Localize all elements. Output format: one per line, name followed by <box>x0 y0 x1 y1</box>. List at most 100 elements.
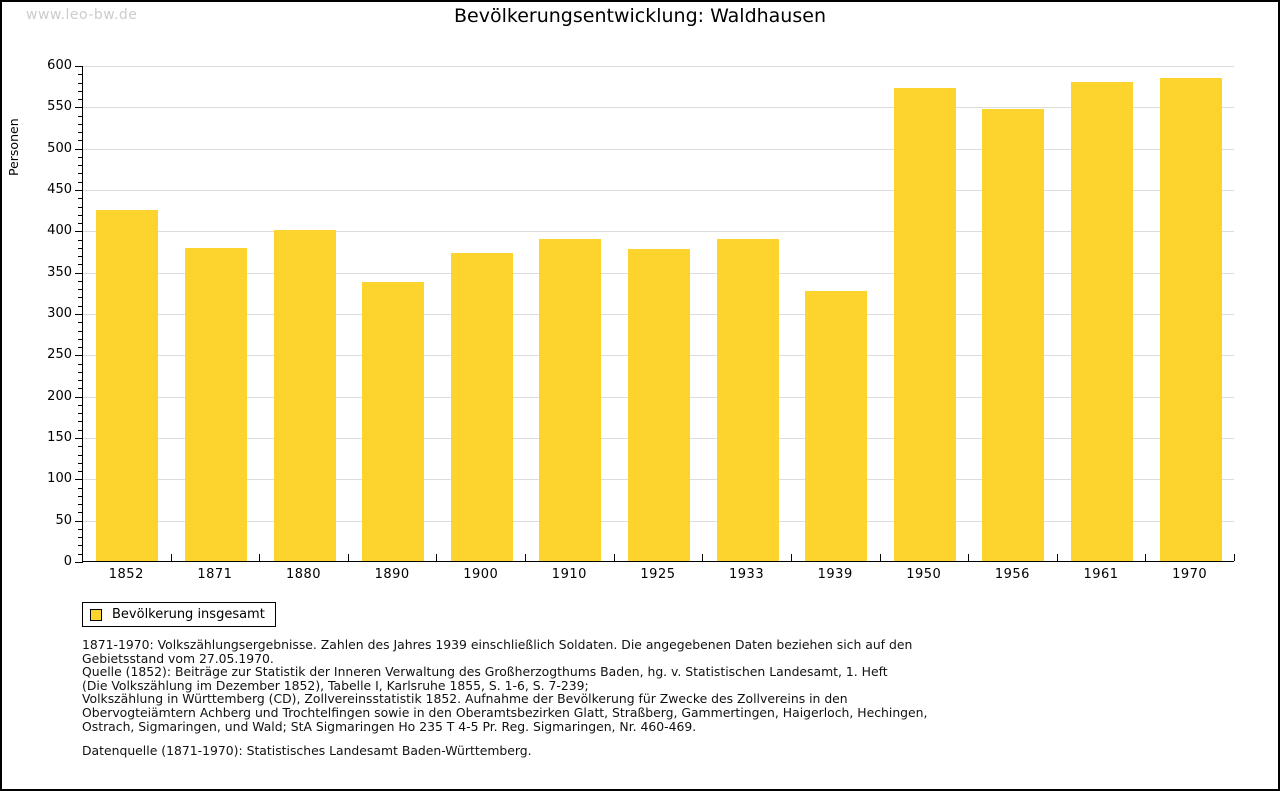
y-axis-minor-tick <box>78 446 83 448</box>
y-axis-tick-label: 500 <box>47 140 72 156</box>
y-axis-minor-tick <box>78 247 83 249</box>
legend: Bevölkerung insgesamt <box>82 602 276 627</box>
y-axis-minor-tick <box>78 322 83 324</box>
y-axis-major-tick <box>75 396 83 398</box>
legend-swatch <box>90 608 102 621</box>
site-watermark: www.leo-bw.de <box>26 7 138 23</box>
bar-1890 <box>362 281 425 561</box>
y-axis-minor-tick <box>78 495 83 497</box>
y-axis-major-tick <box>75 107 83 109</box>
y-axis-minor-tick <box>78 363 83 365</box>
y-axis-minor-tick <box>78 280 83 282</box>
x-axis-labels: 1852 1871 1880 1890 1900 1910 1925 1933 1939 1950… <box>82 567 1234 582</box>
x-axis-label: 1933 <box>729 567 765 582</box>
y-axis-tick-label: 100 <box>47 471 72 487</box>
y-axis-tick-label: 350 <box>47 264 72 280</box>
y-axis-minor-tick <box>78 421 83 423</box>
y-axis-minor-tick <box>78 256 83 258</box>
y-axis-minor-tick <box>78 140 83 142</box>
bar-1939 <box>805 290 868 561</box>
y-axis-major-tick <box>75 562 83 563</box>
y-axis-tick-labels: 0 50 100 150 200 250 300 350 400 450 500 550 600 <box>30 58 72 569</box>
y-axis-minor-tick <box>78 165 83 167</box>
y-axis-minor-tick <box>78 487 83 489</box>
data-source-note: Datenquelle (1871-1970): Statistisches L… <box>82 743 532 758</box>
x-axis-tick <box>613 554 615 561</box>
bar-1950 <box>893 88 956 561</box>
bar-1852 <box>96 209 159 561</box>
y-axis-minor-tick <box>78 347 83 349</box>
y-axis-tick-label: 50 <box>55 512 72 528</box>
y-axis-minor-tick <box>78 528 83 530</box>
x-axis-label: 1961 <box>1083 567 1119 582</box>
footnote-line: Ostrach, Sigmaringen, und Wald; StA Sigm… <box>82 718 697 734</box>
x-axis-label: 1950 <box>906 567 942 582</box>
y-axis-minor-tick <box>78 214 83 216</box>
y-axis-tick-label: 250 <box>47 347 72 363</box>
bar-1900 <box>450 253 513 561</box>
y-axis-major-tick <box>75 272 83 274</box>
plot-area <box>75 66 1235 563</box>
y-axis-major-tick <box>75 520 83 522</box>
y-axis-minor-tick <box>78 99 83 101</box>
y-axis-tick-label: 400 <box>47 223 72 239</box>
y-axis-tick-label: 0 <box>63 554 72 569</box>
bar-1961 <box>1071 81 1134 561</box>
x-axis-tick <box>879 554 881 561</box>
x-axis-label: 1970 <box>1172 567 1208 582</box>
x-axis-label: 1900 <box>463 567 499 582</box>
y-axis-tick-label: 200 <box>47 388 72 404</box>
gridline <box>83 231 1234 233</box>
y-axis-tick-label: 450 <box>47 182 72 197</box>
y-axis-minor-tick <box>78 553 83 555</box>
x-axis-label: 1890 <box>374 567 410 582</box>
x-axis-tick <box>525 554 527 561</box>
y-axis-minor-tick <box>78 305 83 307</box>
x-axis-label: 1939 <box>817 567 853 582</box>
x-axis-label: 1925 <box>640 567 676 582</box>
x-axis-tick <box>968 554 970 561</box>
footnotes: 1871-1970: Volkszählungsergebnisse. Zahl… <box>82 638 1202 733</box>
x-axis-tick <box>1056 554 1058 561</box>
x-axis-tick <box>702 554 704 561</box>
y-axis-minor-tick <box>78 181 83 183</box>
y-axis-minor-tick <box>78 239 83 241</box>
y-axis-minor-tick <box>78 198 83 200</box>
footnote-line: Quelle (1852): Beiträge zur Statistik de… <box>82 664 888 680</box>
footnote-line: Obervogteiämtern Achberg und Trochtelfin… <box>82 704 928 720</box>
y-axis-minor-tick <box>78 462 83 464</box>
y-axis-minor-tick <box>78 545 83 547</box>
bar-1910 <box>539 238 602 561</box>
y-axis-minor-tick <box>78 371 83 373</box>
y-axis-minor-tick <box>78 173 83 175</box>
x-axis-tick <box>259 554 261 561</box>
y-axis-major-tick <box>75 190 83 191</box>
y-axis-major-tick <box>75 231 83 233</box>
y-axis-minor-tick <box>78 289 83 291</box>
y-axis-minor-tick <box>78 123 83 125</box>
bar-1970 <box>1159 78 1222 561</box>
y-axis-minor-tick <box>78 156 83 158</box>
y-axis-minor-tick <box>78 338 83 340</box>
y-axis-minor-tick <box>78 504 83 506</box>
bar-1956 <box>982 108 1045 561</box>
x-axis-label: 1956 <box>994 567 1030 582</box>
y-axis-minor-tick <box>78 537 83 539</box>
y-axis-minor-tick <box>78 132 83 134</box>
bar-1933 <box>716 238 779 561</box>
y-axis-minor-tick <box>78 429 83 431</box>
y-axis-tick-label: 600 <box>47 58 72 73</box>
y-axis-minor-tick <box>78 454 83 456</box>
bar-1880 <box>273 230 336 561</box>
y-axis-minor-tick <box>78 115 83 117</box>
y-axis-minor-tick <box>78 471 83 473</box>
footnote-line: Gebietsstand vom 27.05.1970. <box>82 650 274 666</box>
footnote-line: (Die Volkszählung im Dezember 1852), Tab… <box>82 677 589 693</box>
footnote-line: 1871-1970: Volkszählungsergebnisse. Zahl… <box>82 637 913 652</box>
y-axis-major-tick <box>75 148 83 150</box>
gridline <box>83 190 1234 191</box>
y-axis-minor-tick <box>78 380 83 382</box>
x-axis-tick <box>790 554 792 561</box>
x-axis-label: 1880 <box>285 567 322 582</box>
y-axis-major-tick <box>75 479 83 481</box>
